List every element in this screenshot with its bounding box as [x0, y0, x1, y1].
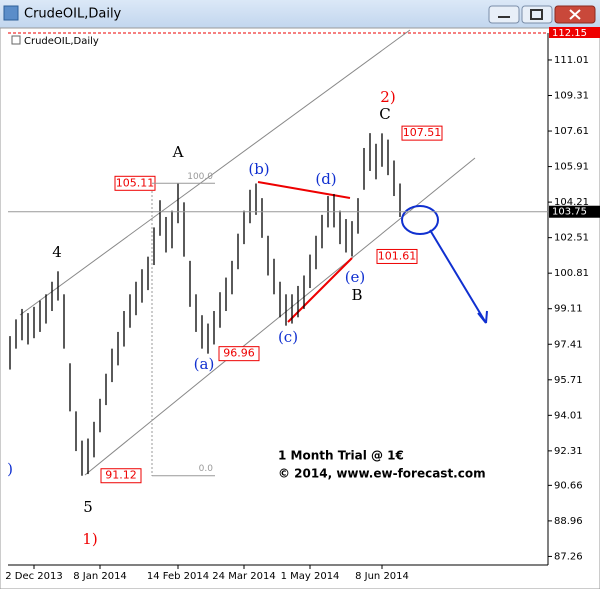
price-mark-label: 91.12 — [105, 469, 137, 482]
wave-label: (a) — [194, 355, 215, 373]
fib-level-label: 0.0 — [199, 464, 214, 474]
y-tick-label: 105.91 — [554, 162, 589, 173]
app-icon — [3, 5, 19, 21]
price-mark-box — [376, 248, 418, 264]
chart-label: CrudeOIL,Daily — [24, 36, 99, 47]
y-tick-label: 109.31 — [554, 91, 589, 102]
wave-label: (d) — [315, 170, 336, 188]
symbol-icon — [11, 35, 21, 45]
y-tick-label: 92.31 — [554, 446, 583, 457]
x-tick-label: 8 Jun 2014 — [355, 571, 409, 582]
y-tick-label: 94.01 — [554, 410, 583, 421]
x-tick-label: 1 May 2014 — [281, 571, 340, 582]
wave-label: 5 — [83, 498, 93, 516]
x-tick-label: 14 Feb 2014 — [147, 571, 209, 582]
projection-arrow — [429, 229, 488, 324]
price-mark-box — [401, 125, 443, 141]
price-mark-label: 101.61 — [378, 249, 417, 262]
y-tick-label: 97.41 — [554, 339, 583, 350]
watermark: © 2014, www.ew-forecast.com — [278, 467, 486, 481]
wave-label: A — [172, 143, 184, 161]
y-tick-label: 87.26 — [554, 551, 583, 562]
price-mark-box — [218, 346, 260, 362]
watermark: 1 Month Trial @ 1€ — [278, 449, 404, 463]
y-tick-label: 99.11 — [554, 304, 583, 315]
top-price-label: 112.15 — [552, 28, 587, 39]
x-tick-label: 24 Mar 2014 — [212, 571, 275, 582]
last-price-box — [549, 205, 600, 218]
y-tick-label: 95.71 — [554, 375, 583, 386]
y-tick-label: 104.21 — [554, 197, 589, 208]
top-price-box — [549, 27, 600, 38]
wave-label: (e) — [345, 268, 366, 286]
trend-line-red — [287, 257, 353, 323]
price-mark-label: 96.96 — [223, 347, 255, 360]
price-mark-label: 105.11 — [116, 176, 155, 189]
y-tick-label: 102.51 — [554, 233, 589, 244]
window-buttons[interactable] — [488, 5, 596, 24]
y-tick-label: 111.01 — [554, 55, 589, 66]
y-tick-label: 100.81 — [554, 268, 589, 279]
x-tick-label: 8 Jan 2014 — [73, 571, 127, 582]
wave-label: 4 — [52, 243, 62, 261]
x-tick-label: 2 Dec 2013 — [5, 571, 63, 582]
trend-line-red — [257, 181, 351, 199]
last-price-label: 103.75 — [552, 207, 587, 218]
y-tick-label: 88.96 — [554, 516, 583, 527]
wave-label: (b) — [248, 160, 269, 178]
wave-label: 1) — [82, 530, 97, 548]
wave-label: 2) — [380, 88, 395, 106]
maximize-button[interactable] — [521, 5, 553, 24]
target-circle — [401, 205, 439, 235]
wave-label: (c) — [278, 328, 298, 346]
y-tick-label: 90.66 — [554, 480, 583, 491]
window-title: CrudeOIL,Daily — [24, 7, 122, 22]
wave-label: B — [351, 286, 362, 304]
wave-label: C — [379, 105, 390, 123]
chart-window — [0, 27, 600, 590]
wave-label: ) — [7, 460, 13, 478]
price-mark-label: 107.51 — [403, 126, 442, 139]
price-mark-box — [100, 468, 142, 484]
channel-upper — [19, 29, 411, 316]
fib-level-label: 100.0 — [187, 172, 213, 182]
minimize-button[interactable] — [488, 5, 520, 24]
y-tick-label: 107.61 — [554, 126, 589, 137]
